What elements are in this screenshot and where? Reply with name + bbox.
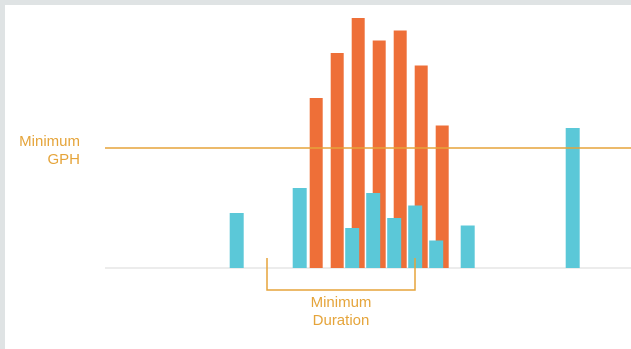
orange-bar: [435, 125, 449, 268]
teal-bar: [366, 193, 381, 268]
minimum-gph-label-line2: GPH: [47, 151, 80, 168]
orange-bar: [351, 18, 365, 268]
teal-bar: [387, 218, 402, 268]
gph-duration-chart: Minimum GPH Minimum Duration: [19, 18, 631, 329]
teal-bar: [565, 128, 580, 268]
chart-panel: Minimum GPH Minimum Duration: [5, 5, 631, 349]
minimum-duration-label-line2: Duration: [313, 312, 370, 329]
teal-bar: [429, 240, 444, 268]
teal-bar: [292, 188, 307, 268]
teal-bar: [229, 213, 244, 268]
minimum-gph-label-line1: Minimum: [19, 133, 80, 150]
orange-bar: [393, 30, 407, 268]
orange-bar: [330, 53, 344, 268]
teal-bar: [460, 225, 475, 268]
teal-bar: [408, 205, 423, 268]
teal-bar: [345, 228, 360, 268]
bars-group: [229, 18, 580, 268]
minimum-duration-bracket: [266, 258, 416, 291]
orange-bar: [309, 98, 323, 268]
minimum-duration-label-line1: Minimum: [311, 294, 372, 311]
